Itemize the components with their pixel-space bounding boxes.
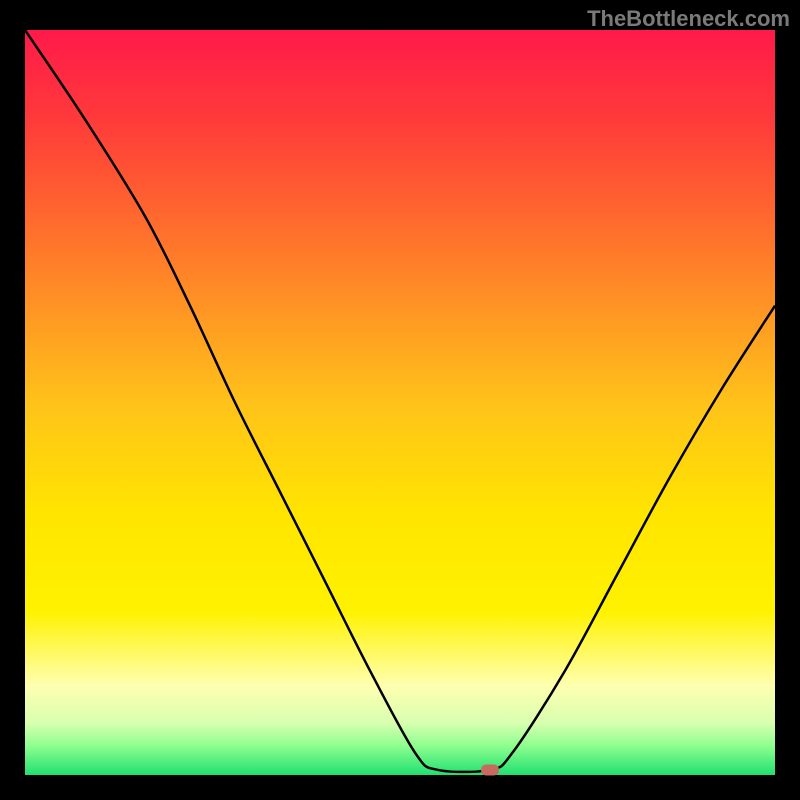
watermark-text: TheBottleneck.com (587, 6, 790, 32)
bottleneck-curve (25, 30, 775, 775)
curve-path (25, 30, 775, 772)
plot-area (25, 30, 775, 775)
optimal-marker (481, 764, 499, 775)
